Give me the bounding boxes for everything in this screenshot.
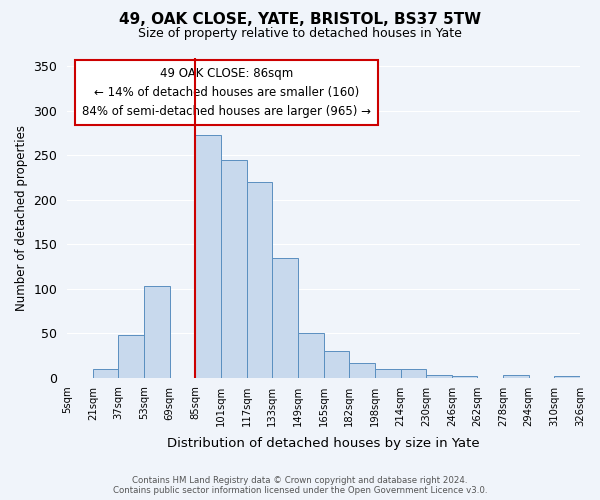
Bar xyxy=(144,286,170,378)
Bar xyxy=(221,160,247,378)
Bar xyxy=(93,369,118,378)
Bar xyxy=(298,334,323,378)
Bar xyxy=(375,369,401,378)
Bar xyxy=(426,375,452,378)
X-axis label: Distribution of detached houses by size in Yate: Distribution of detached houses by size … xyxy=(167,437,480,450)
Bar xyxy=(247,182,272,378)
Bar xyxy=(323,351,349,378)
Text: Size of property relative to detached houses in Yate: Size of property relative to detached ho… xyxy=(138,28,462,40)
Y-axis label: Number of detached properties: Number of detached properties xyxy=(15,124,28,310)
Bar xyxy=(554,376,580,378)
Bar xyxy=(118,335,144,378)
Bar xyxy=(401,369,426,378)
Bar xyxy=(452,376,478,378)
Text: 49 OAK CLOSE: 86sqm
← 14% of detached houses are smaller (160)
84% of semi-detac: 49 OAK CLOSE: 86sqm ← 14% of detached ho… xyxy=(82,67,371,118)
Text: 49, OAK CLOSE, YATE, BRISTOL, BS37 5TW: 49, OAK CLOSE, YATE, BRISTOL, BS37 5TW xyxy=(119,12,481,28)
Bar xyxy=(503,375,529,378)
Bar xyxy=(196,135,221,378)
Bar xyxy=(272,258,298,378)
Text: Contains HM Land Registry data © Crown copyright and database right 2024.
Contai: Contains HM Land Registry data © Crown c… xyxy=(113,476,487,495)
Bar xyxy=(349,362,375,378)
